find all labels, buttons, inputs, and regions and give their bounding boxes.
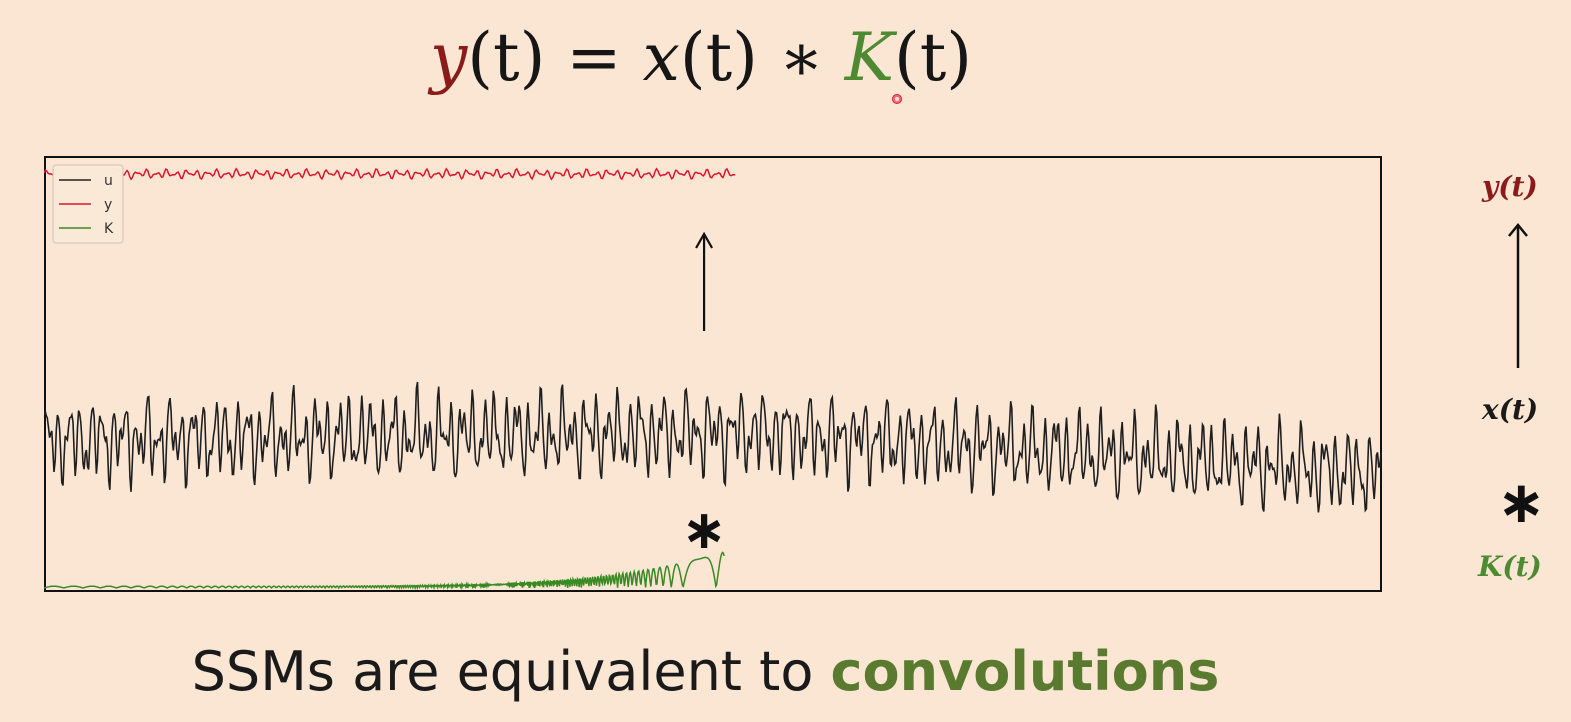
caption-highlight: convolutions [830,640,1220,703]
signal-plot: ∗ uyK [44,156,1382,592]
side-label-x: x(t) [1482,393,1539,426]
formula-y: y [430,19,468,96]
side-label-y: y(t) [1482,170,1538,203]
series-k-line [44,551,725,591]
plot-convolution-star: ∗ [681,498,726,561]
side-convolution-star: ∗ [1497,468,1546,536]
formula-k: K [844,19,894,96]
caption-text: SSMs are equivalent to [191,640,831,703]
formula-equals: = [545,19,643,96]
series-u-line [44,381,1382,513]
formula-paren-1: (t) [467,19,546,96]
caption: SSMs are equivalent to convolutions [0,640,1411,703]
legend-label-k: K [104,221,114,237]
pointer-cursor-icon [892,94,902,104]
formula-operator: ∗ [757,19,845,96]
series-y-line [44,167,736,181]
formula-paren-3: (t) [894,19,973,96]
formula-paren-2: (t) [679,19,758,96]
legend-label-y: y [104,197,112,213]
convolution-formula: y(t) = x(t) ∗ K(t) [430,8,990,108]
plot-frame [44,156,1382,592]
side-up-arrow-icon [1508,223,1528,368]
arrow-head-icon [695,231,714,249]
side-label-k: K(t) [1478,550,1542,583]
formula-x: x [642,19,680,96]
legend-label-u: u [104,173,113,189]
